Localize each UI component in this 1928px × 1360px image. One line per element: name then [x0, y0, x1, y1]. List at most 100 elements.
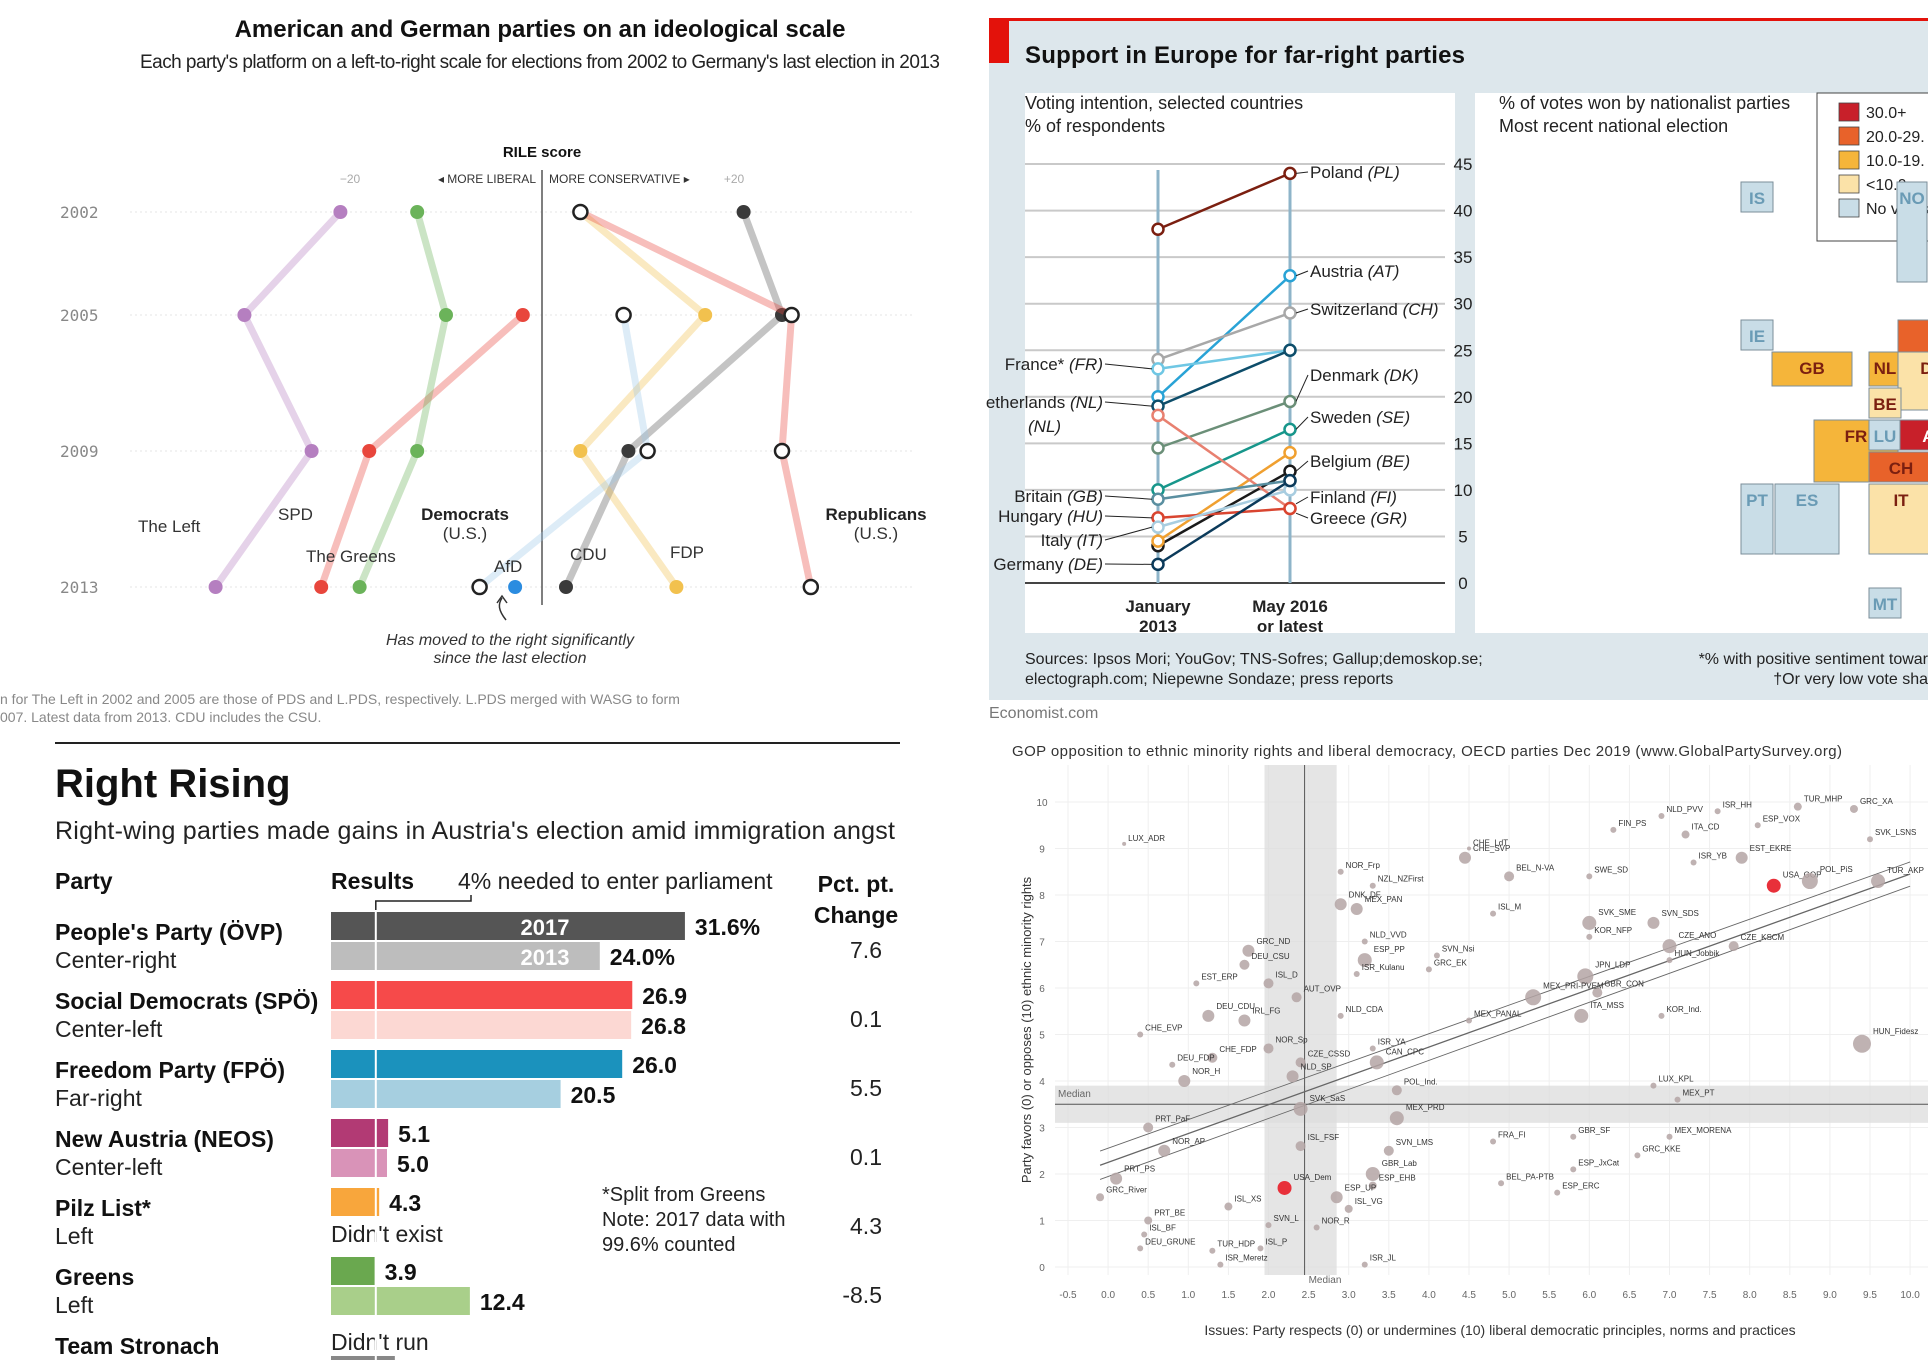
y-tick-label: 8 — [1039, 891, 1045, 902]
data-point-open — [639, 442, 656, 460]
more-conservative-label: MORE CONSERVATIVE ▸ — [549, 172, 690, 186]
right-label-gr: Greece (GR) — [1310, 509, 1407, 528]
point-label: HUN_Jobbik — [1675, 949, 1721, 958]
map-country-de — [1897, 351, 1928, 411]
series-line-se — [1157, 428, 1291, 492]
point-label: ISL_VG — [1355, 1197, 1383, 1206]
footnote-line-1: *% with positive sentiment towar — [1699, 651, 1928, 668]
label-the-left: The Left — [138, 517, 201, 536]
data-point — [1242, 944, 1255, 957]
legend-label: <10.0 — [1866, 177, 1907, 194]
value-label-2013: 20.5 — [571, 1082, 616, 1108]
data-point — [1425, 966, 1432, 973]
x-tick-label: 2.0 — [1262, 1290, 1276, 1301]
x-tick-label: 4.5 — [1462, 1290, 1476, 1301]
value-label-2017: 26.9 — [642, 983, 687, 1009]
country-name: Germany — [993, 555, 1068, 574]
country-name: Netherlands — [985, 393, 1070, 412]
point-label: DNK_DF — [1349, 890, 1381, 899]
data-point — [1570, 1133, 1577, 1140]
data-point — [1217, 1261, 1224, 1268]
year-label-2017: 2017 — [521, 915, 570, 940]
party-name: People's Party (ÖVP) — [55, 919, 283, 945]
map-country-code: ES — [1796, 491, 1819, 510]
data-point — [1291, 992, 1302, 1003]
country-name: Denmark — [1310, 366, 1384, 385]
data-point — [1238, 1014, 1251, 1027]
data-point-open — [773, 442, 791, 460]
right-leader-line — [1295, 512, 1309, 519]
point-label: CHE_LdT — [1473, 839, 1508, 848]
data-point — [1504, 871, 1515, 882]
point-label: USA_Dem — [1294, 1173, 1332, 1182]
x-label-january: January — [1125, 597, 1191, 616]
data-point — [1389, 1111, 1404, 1126]
data-point — [1383, 1145, 1394, 1156]
country-code: (DK) — [1384, 366, 1419, 385]
data-point — [1574, 1008, 1589, 1023]
country-name: Italy — [1041, 531, 1077, 550]
data-point — [1871, 874, 1886, 889]
data-point — [1344, 1204, 1353, 1213]
year-label: 2005 — [60, 306, 99, 325]
map-country-it — [1868, 483, 1928, 555]
bar-2013 — [331, 1011, 632, 1039]
point-label: GRC_River — [1106, 1185, 1147, 1194]
point-label: MEX_PRI-PVEM — [1543, 981, 1604, 990]
data-point — [1330, 1191, 1343, 1204]
data-point — [1525, 989, 1542, 1006]
data-point — [1849, 804, 1858, 813]
bar-2013 — [331, 1287, 470, 1315]
left-leader-line — [1104, 515, 1153, 519]
y-tick-label: 25 — [1454, 341, 1473, 360]
legend-swatch — [1838, 174, 1860, 194]
left-label-nl-code: (NL) — [1028, 417, 1061, 436]
point-label: ESP_PP — [1374, 945, 1405, 954]
map-country-mt — [1868, 587, 1902, 619]
data-point — [1490, 910, 1497, 917]
country-name: Poland — [1310, 163, 1368, 182]
data-point-at-2016 — [1283, 269, 1297, 283]
map-country-nl — [1868, 351, 1902, 387]
data-point — [1391, 1085, 1402, 1096]
x-tick-label: −20 — [340, 172, 361, 186]
value-label-2013: 5.7 — [405, 1358, 437, 1360]
point-label: CAN_CPC — [1386, 1047, 1424, 1056]
series-line-it — [1157, 488, 1291, 529]
data-point — [1293, 1101, 1308, 1116]
data-point — [1361, 938, 1368, 945]
right-leader-line — [1295, 416, 1309, 430]
data-point — [333, 205, 348, 219]
party-name: New Austria (NEOS) — [55, 1126, 274, 1152]
map-country-be — [1868, 387, 1902, 419]
point-label: DEU_CSU — [1251, 952, 1289, 961]
data-point — [1239, 959, 1250, 970]
label-fdp: FDP — [670, 543, 704, 562]
country-code: (FI) — [1370, 488, 1396, 507]
map-title-line-2: Most recent national election — [1499, 116, 1728, 136]
country-name: Belgium — [1310, 452, 1376, 471]
point-label: SVN_SDS — [1661, 909, 1698, 918]
point-label: MEX_PAN — [1365, 895, 1403, 904]
right-leader-line — [1295, 460, 1309, 472]
map-country-code: GB — [1799, 359, 1825, 378]
map-country-ie — [1740, 319, 1774, 351]
point-label: ISL_BF — [1149, 1223, 1176, 1232]
map-country-code: MT — [1873, 595, 1898, 614]
point-label: LUX_KPL — [1658, 1075, 1694, 1084]
year-label: 2009 — [60, 442, 99, 461]
label-afd: AfD — [494, 557, 522, 576]
point-label: SWE_SD — [1594, 865, 1628, 874]
data-point — [698, 308, 713, 322]
data-point — [1265, 1222, 1272, 1229]
country-code: (FR) — [1069, 355, 1103, 374]
data-point-dk-2013 — [1151, 441, 1165, 455]
x-tick-label: 1.5 — [1221, 1290, 1235, 1301]
value-label-2013: Didn't exist — [331, 1221, 443, 1247]
data-point — [1801, 873, 1818, 890]
data-point — [1728, 941, 1739, 952]
data-point — [1286, 1070, 1299, 1083]
data-point — [1433, 952, 1440, 959]
map-country-code: PT — [1746, 491, 1768, 510]
footnote-line-3: 99.6% counted — [602, 1234, 735, 1256]
